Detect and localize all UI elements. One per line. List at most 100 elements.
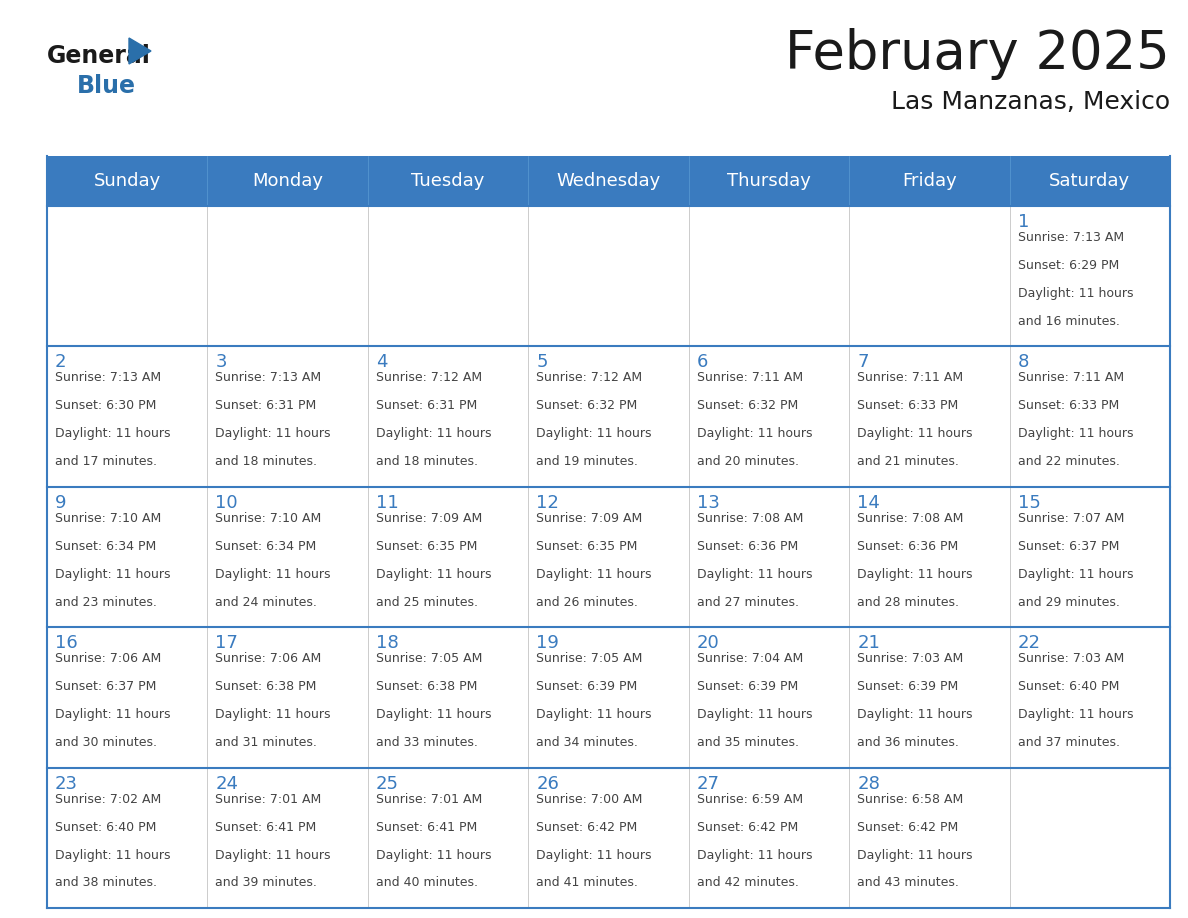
Text: and 23 minutes.: and 23 minutes. xyxy=(55,596,157,609)
Text: 16: 16 xyxy=(55,634,77,652)
Bar xyxy=(529,487,689,627)
Text: 8: 8 xyxy=(1018,353,1029,372)
Text: Saturday: Saturday xyxy=(1049,172,1130,190)
Text: Sunrise: 7:11 AM: Sunrise: 7:11 AM xyxy=(1018,372,1124,385)
Text: Sunset: 6:39 PM: Sunset: 6:39 PM xyxy=(536,680,638,693)
Text: and 25 minutes.: and 25 minutes. xyxy=(375,596,478,609)
Text: and 36 minutes.: and 36 minutes. xyxy=(858,736,959,749)
Text: Sunrise: 7:03 AM: Sunrise: 7:03 AM xyxy=(1018,652,1124,666)
Text: Blue: Blue xyxy=(77,74,135,98)
Text: Sunset: 6:42 PM: Sunset: 6:42 PM xyxy=(696,821,798,834)
Text: Sunrise: 7:02 AM: Sunrise: 7:02 AM xyxy=(55,792,162,806)
Text: Sunset: 6:37 PM: Sunset: 6:37 PM xyxy=(55,680,157,693)
Text: and 41 minutes.: and 41 minutes. xyxy=(536,877,638,890)
Text: February 2025: February 2025 xyxy=(785,28,1170,80)
Text: Daylight: 11 hours: Daylight: 11 hours xyxy=(1018,708,1133,722)
Text: Daylight: 11 hours: Daylight: 11 hours xyxy=(858,427,973,441)
Text: Daylight: 11 hours: Daylight: 11 hours xyxy=(375,708,492,722)
Text: Daylight: 11 hours: Daylight: 11 hours xyxy=(1018,287,1133,300)
Text: Thursday: Thursday xyxy=(727,172,811,190)
Text: 27: 27 xyxy=(696,775,720,792)
Text: 11: 11 xyxy=(375,494,399,512)
Text: Sunset: 6:38 PM: Sunset: 6:38 PM xyxy=(215,680,317,693)
Text: Sunset: 6:40 PM: Sunset: 6:40 PM xyxy=(55,821,157,834)
Bar xyxy=(1010,206,1170,346)
Bar xyxy=(1010,346,1170,487)
Bar xyxy=(689,346,849,487)
Text: 7: 7 xyxy=(858,353,868,372)
Text: Sunset: 6:30 PM: Sunset: 6:30 PM xyxy=(55,399,157,412)
Text: 24: 24 xyxy=(215,775,239,792)
Text: Daylight: 11 hours: Daylight: 11 hours xyxy=(375,427,492,441)
Bar xyxy=(368,206,529,346)
Text: Sunrise: 7:11 AM: Sunrise: 7:11 AM xyxy=(696,372,803,385)
Bar xyxy=(849,627,1010,767)
Text: and 22 minutes.: and 22 minutes. xyxy=(1018,455,1119,468)
Bar xyxy=(368,767,529,908)
Text: Sunset: 6:39 PM: Sunset: 6:39 PM xyxy=(858,680,959,693)
Text: and 31 minutes.: and 31 minutes. xyxy=(215,736,317,749)
Text: Daylight: 11 hours: Daylight: 11 hours xyxy=(55,708,171,722)
Text: Sunset: 6:36 PM: Sunset: 6:36 PM xyxy=(858,540,959,553)
Text: 3: 3 xyxy=(215,353,227,372)
Text: and 21 minutes.: and 21 minutes. xyxy=(858,455,959,468)
Text: 22: 22 xyxy=(1018,634,1041,652)
Text: Sunrise: 7:05 AM: Sunrise: 7:05 AM xyxy=(375,652,482,666)
Text: Sunrise: 7:00 AM: Sunrise: 7:00 AM xyxy=(536,792,643,806)
Text: General: General xyxy=(48,44,151,68)
Text: Daylight: 11 hours: Daylight: 11 hours xyxy=(215,567,331,581)
Bar xyxy=(849,346,1010,487)
Text: Sunset: 6:33 PM: Sunset: 6:33 PM xyxy=(858,399,959,412)
Text: Daylight: 11 hours: Daylight: 11 hours xyxy=(696,427,813,441)
Text: Daylight: 11 hours: Daylight: 11 hours xyxy=(696,567,813,581)
Text: Sunrise: 7:07 AM: Sunrise: 7:07 AM xyxy=(1018,512,1124,525)
Text: Sunset: 6:37 PM: Sunset: 6:37 PM xyxy=(1018,540,1119,553)
Text: 4: 4 xyxy=(375,353,387,372)
Text: Sunset: 6:33 PM: Sunset: 6:33 PM xyxy=(1018,399,1119,412)
Bar xyxy=(529,206,689,346)
Bar xyxy=(48,156,208,206)
Text: and 27 minutes.: and 27 minutes. xyxy=(696,596,798,609)
Text: and 33 minutes.: and 33 minutes. xyxy=(375,736,478,749)
Text: 15: 15 xyxy=(1018,494,1041,512)
Text: Tuesday: Tuesday xyxy=(411,172,485,190)
Text: and 29 minutes.: and 29 minutes. xyxy=(1018,596,1119,609)
Bar xyxy=(368,156,529,206)
Text: and 35 minutes.: and 35 minutes. xyxy=(696,736,798,749)
Text: 5: 5 xyxy=(536,353,548,372)
Bar xyxy=(849,156,1010,206)
Text: Sunset: 6:32 PM: Sunset: 6:32 PM xyxy=(696,399,798,412)
Polygon shape xyxy=(129,38,151,64)
Text: Daylight: 11 hours: Daylight: 11 hours xyxy=(858,708,973,722)
Text: Sunset: 6:34 PM: Sunset: 6:34 PM xyxy=(215,540,317,553)
Text: Sunset: 6:34 PM: Sunset: 6:34 PM xyxy=(55,540,157,553)
Text: Daylight: 11 hours: Daylight: 11 hours xyxy=(536,708,652,722)
Text: and 30 minutes.: and 30 minutes. xyxy=(55,736,157,749)
Bar xyxy=(208,156,368,206)
Text: Daylight: 11 hours: Daylight: 11 hours xyxy=(536,427,652,441)
Text: Daylight: 11 hours: Daylight: 11 hours xyxy=(215,708,331,722)
Text: Sunset: 6:41 PM: Sunset: 6:41 PM xyxy=(215,821,317,834)
Text: and 39 minutes.: and 39 minutes. xyxy=(215,877,317,890)
Bar xyxy=(208,487,368,627)
Text: Sunrise: 7:10 AM: Sunrise: 7:10 AM xyxy=(215,512,322,525)
Bar xyxy=(849,767,1010,908)
Text: Sunset: 6:35 PM: Sunset: 6:35 PM xyxy=(536,540,638,553)
Bar xyxy=(529,156,689,206)
Text: Sunrise: 7:05 AM: Sunrise: 7:05 AM xyxy=(536,652,643,666)
Text: Wednesday: Wednesday xyxy=(556,172,661,190)
Bar xyxy=(529,767,689,908)
Text: 28: 28 xyxy=(858,775,880,792)
Text: Sunrise: 7:06 AM: Sunrise: 7:06 AM xyxy=(215,652,322,666)
Text: 19: 19 xyxy=(536,634,560,652)
Bar xyxy=(368,487,529,627)
Text: and 18 minutes.: and 18 minutes. xyxy=(215,455,317,468)
Text: Sunrise: 7:06 AM: Sunrise: 7:06 AM xyxy=(55,652,162,666)
Bar xyxy=(1010,156,1170,206)
Text: 25: 25 xyxy=(375,775,399,792)
Bar xyxy=(689,487,849,627)
Bar xyxy=(689,206,849,346)
Bar xyxy=(849,487,1010,627)
Text: 17: 17 xyxy=(215,634,239,652)
Text: and 34 minutes.: and 34 minutes. xyxy=(536,736,638,749)
